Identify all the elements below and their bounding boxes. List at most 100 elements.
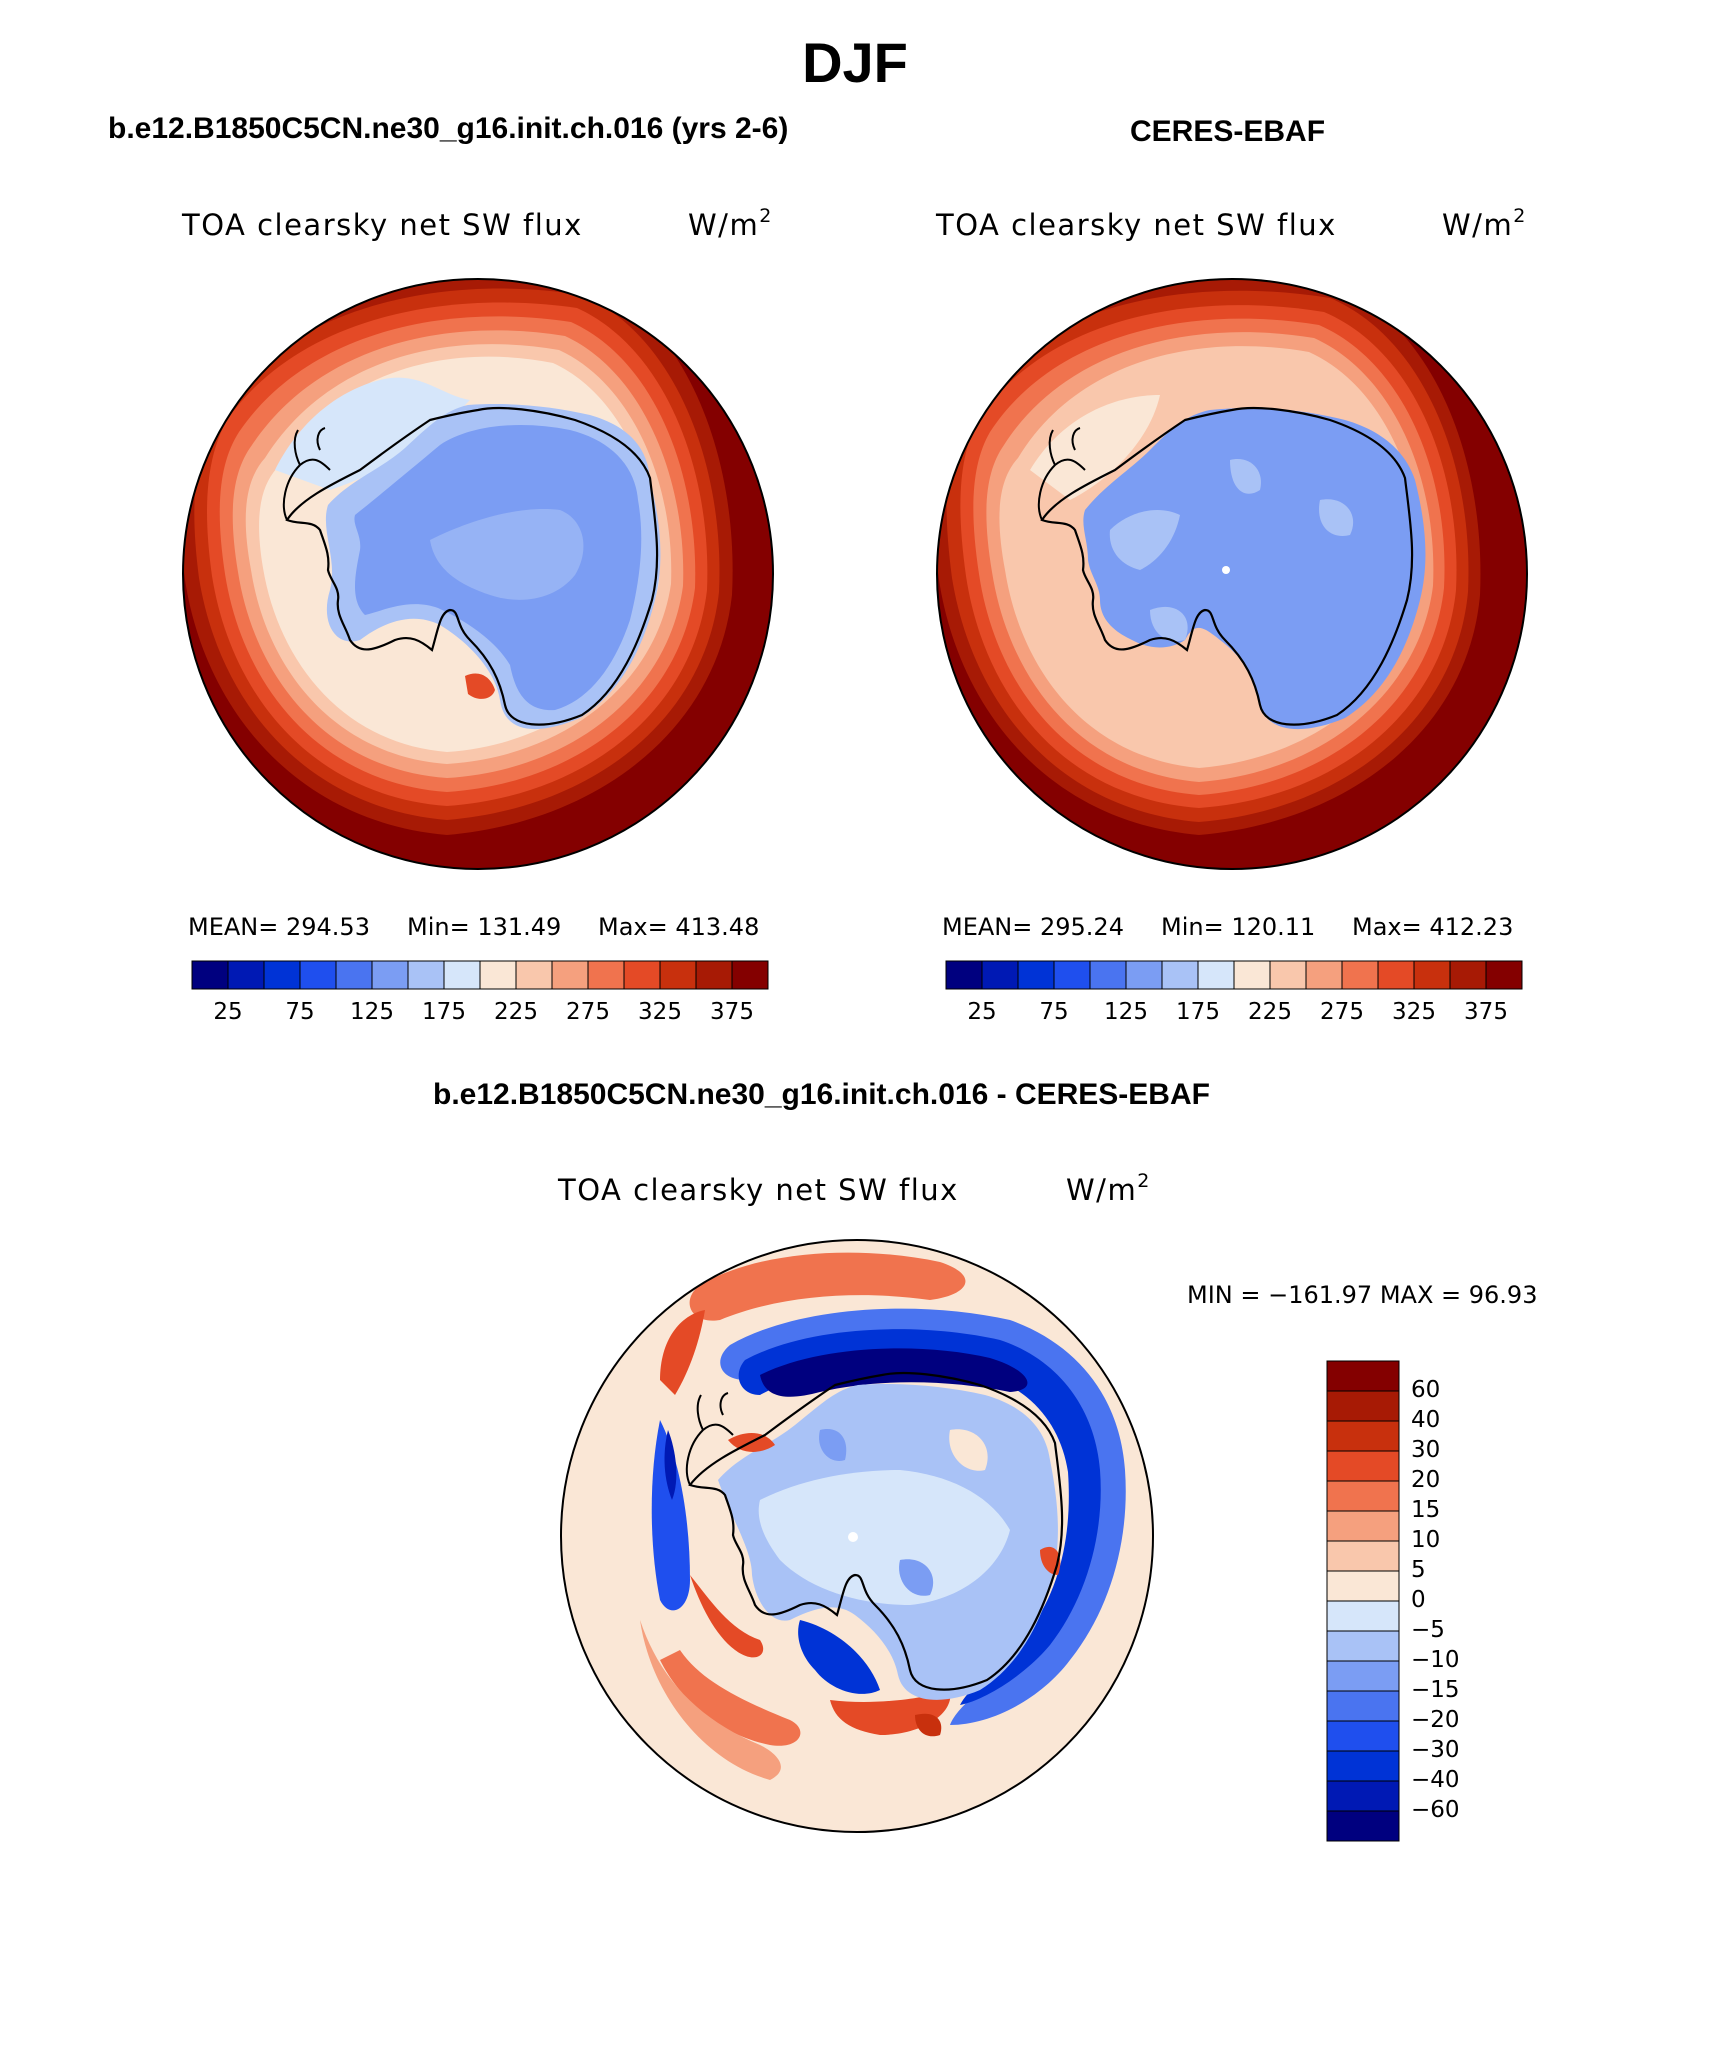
- colorbar-swatch: [659, 960, 697, 990]
- obs-mean-stat: MEAN= 295.24: [942, 913, 1124, 941]
- colorbar-swatch: [1341, 960, 1379, 990]
- obs-variable-label: TOA clearsky net SW flux: [936, 208, 1337, 242]
- colorbar-tick-label: 375: [1464, 999, 1508, 1025]
- diff-units-label: W/m2: [1066, 1170, 1151, 1207]
- colorbar-tick-label: 125: [350, 999, 394, 1025]
- colorbar-swatch: [1326, 1720, 1400, 1752]
- colorbar-swatch: [1269, 960, 1307, 990]
- colorbar-tick-label: −15: [1411, 1677, 1460, 1703]
- colorbar-swatch: [1053, 960, 1091, 990]
- colorbar-swatch: [1017, 960, 1055, 990]
- colorbar-tick-label: −60: [1411, 1797, 1460, 1823]
- obs-polar-map: [936, 278, 1528, 870]
- colorbar-swatch: [191, 960, 229, 990]
- colorbar-tick-label: −20: [1411, 1707, 1460, 1733]
- model-max-stat: Max= 413.48: [598, 913, 760, 941]
- obs-units-label: W/m2: [1442, 205, 1527, 242]
- colorbar-swatch: [335, 960, 373, 990]
- colorbar-swatch: [515, 960, 553, 990]
- colorbar-swatch: [1089, 960, 1127, 990]
- colorbar-tick-label: 25: [213, 999, 243, 1025]
- colorbar-tick-label: −5: [1411, 1617, 1445, 1643]
- colorbar-swatch: [371, 960, 409, 990]
- colorbar-swatch: [1326, 1630, 1400, 1662]
- colorbar-swatch: [587, 960, 625, 990]
- diff-panel-title: b.e12.B1850C5CN.ne30_g16.init.ch.016 - C…: [433, 1078, 1210, 1111]
- colorbar-tick-label: −40: [1411, 1767, 1460, 1793]
- colorbar-tick-label: 10: [1411, 1527, 1441, 1553]
- colorbar-swatch: [1326, 1480, 1400, 1512]
- colorbar-swatch: [1233, 960, 1271, 990]
- colorbar-swatch: [227, 960, 265, 990]
- colorbar-tick-label: 175: [422, 999, 466, 1025]
- colorbar-tick-label: 125: [1104, 999, 1148, 1025]
- colorbar-swatch: [1413, 960, 1451, 990]
- colorbar-tick-label: 30: [1411, 1437, 1441, 1463]
- colorbar-tick-label: −30: [1411, 1737, 1460, 1763]
- colorbar-tick-label: 60: [1411, 1377, 1441, 1403]
- colorbar-swatch: [407, 960, 445, 990]
- diff-polar-map: [560, 1239, 1154, 1833]
- colorbar-swatch: [1326, 1780, 1400, 1812]
- colorbar-tick-label: 275: [1320, 999, 1364, 1025]
- colorbar-tick-label: 75: [1039, 999, 1069, 1025]
- model-panel-title: b.e12.B1850C5CN.ne30_g16.init.ch.016 (yr…: [108, 112, 789, 145]
- colorbar-tick-label: 20: [1411, 1467, 1441, 1493]
- colorbar-swatch: [1326, 1810, 1400, 1842]
- colorbar-swatch: [1449, 960, 1487, 990]
- colorbar-swatch: [1326, 1510, 1400, 1542]
- model-mean-stat: MEAN= 294.53: [188, 913, 370, 941]
- colorbar-swatch: [1125, 960, 1163, 990]
- colorbar-swatch: [1485, 960, 1523, 990]
- colorbar-swatch: [945, 960, 983, 990]
- colorbar-swatch: [1326, 1750, 1400, 1782]
- colorbar-tick-label: 5: [1411, 1557, 1426, 1583]
- model-min-stat: Min= 131.49: [407, 913, 562, 941]
- colorbar-swatch: [731, 960, 769, 990]
- colorbar-swatch: [1161, 960, 1199, 990]
- colorbar-tick-label: 15: [1411, 1497, 1441, 1523]
- colorbar-swatch: [263, 960, 301, 990]
- colorbar-swatch: [1326, 1360, 1400, 1392]
- model-units-label: W/m2: [688, 205, 773, 242]
- model-colorbar: [191, 960, 769, 990]
- obs-colorbar: [945, 960, 1523, 990]
- obs-max-stat: Max= 412.23: [1352, 913, 1514, 941]
- diff-variable-label: TOA clearsky net SW flux: [558, 1173, 959, 1207]
- colorbar-tick-label: 225: [494, 999, 538, 1025]
- figure-title: DJF: [802, 31, 908, 94]
- colorbar-swatch: [1326, 1420, 1400, 1452]
- model-variable-label: TOA clearsky net SW flux: [182, 208, 583, 242]
- colorbar-tick-label: 375: [710, 999, 754, 1025]
- colorbar-swatch: [623, 960, 661, 990]
- colorbar-swatch: [1326, 1660, 1400, 1692]
- colorbar-swatch: [1326, 1540, 1400, 1572]
- model-polar-map: [182, 278, 774, 870]
- colorbar-swatch: [551, 960, 589, 990]
- colorbar-swatch: [1197, 960, 1235, 990]
- colorbar-swatch: [1326, 1390, 1400, 1422]
- diff-colorbar: [1326, 1360, 1400, 1842]
- colorbar-swatch: [1326, 1690, 1400, 1722]
- colorbar-tick-label: 75: [285, 999, 315, 1025]
- colorbar-tick-label: 325: [638, 999, 682, 1025]
- colorbar-swatch: [299, 960, 337, 990]
- colorbar-tick-label: −10: [1411, 1647, 1460, 1673]
- colorbar-tick-label: 325: [1392, 999, 1436, 1025]
- colorbar-swatch: [1326, 1450, 1400, 1482]
- diff-minmax-stat: MIN = −161.97 MAX = 96.93: [1187, 1281, 1538, 1309]
- colorbar-tick-label: 175: [1176, 999, 1220, 1025]
- obs-panel-title: CERES-EBAF: [1130, 115, 1326, 148]
- colorbar-swatch: [1377, 960, 1415, 990]
- colorbar-swatch: [1326, 1600, 1400, 1632]
- colorbar-swatch: [1305, 960, 1343, 990]
- colorbar-tick-label: 0: [1411, 1587, 1426, 1613]
- colorbar-tick-label: 40: [1411, 1407, 1441, 1433]
- colorbar-swatch: [981, 960, 1019, 990]
- colorbar-swatch: [695, 960, 733, 990]
- colorbar-tick-label: 275: [566, 999, 610, 1025]
- colorbar-swatch: [479, 960, 517, 990]
- obs-min-stat: Min= 120.11: [1161, 913, 1316, 941]
- colorbar-swatch: [443, 960, 481, 990]
